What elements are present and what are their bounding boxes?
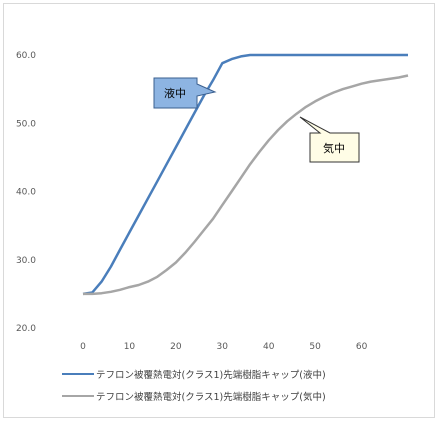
callout-liquid-box [153,77,217,109]
series-line-liquid [82,53,408,296]
y-tick-label: 60.0 [16,51,36,61]
legend-label-liquid: テフロン被覆熱電対(クラス1)先端樹脂キャップ(液中) [96,369,326,381]
callout-liquid-label: 液中 [164,86,186,100]
callout-gas: 気中 [299,116,360,163]
x-tick-label: 40 [263,342,275,352]
y-tick-label: 40.0 [16,188,36,198]
series-line-gas [83,74,409,296]
y-tick-label: 50.0 [16,119,36,129]
x-axis: 0 10 20 30 40 50 60 [80,342,367,352]
y-tick-label: 30.0 [16,256,36,266]
callout-gas-box [299,116,360,163]
x-tick-label: 30 [217,342,229,352]
y-axis: 20.0 30.0 40.0 50.0 60.0 [16,51,36,334]
x-tick-label: 10 [124,342,136,352]
y-tick-label: 20.0 [16,324,36,334]
x-tick-label: 0 [80,342,86,352]
x-tick-label: 60 [356,342,368,352]
legend: テフロン被覆熱電対(クラス1)先端樹脂キャップ(液中) テフロン被覆熱電対(クラ… [62,369,326,403]
callout-liquid: 液中 [153,77,217,109]
x-tick-label: 20 [170,342,182,352]
plot-series [82,53,409,296]
callout-gas-label: 気中 [323,141,345,155]
legend-label-gas: テフロン被覆熱電対(クラス1)先端樹脂キャップ(気中) [96,391,326,403]
x-tick-label: 50 [309,342,321,352]
